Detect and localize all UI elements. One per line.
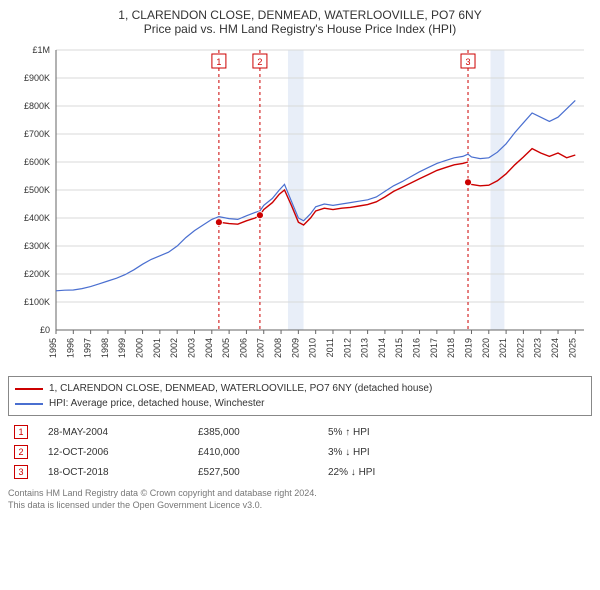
svg-text:£700K: £700K: [24, 129, 50, 139]
svg-text:£1M: £1M: [32, 45, 50, 55]
svg-text:£100K: £100K: [24, 297, 50, 307]
svg-text:2: 2: [257, 57, 262, 67]
svg-text:2018: 2018: [446, 338, 456, 358]
svg-text:2024: 2024: [550, 338, 560, 358]
sale-date: 18-OCT-2018: [42, 462, 192, 482]
svg-text:2004: 2004: [204, 338, 214, 358]
footnote-line2: This data is licensed under the Open Gov…: [8, 500, 592, 512]
svg-text:2025: 2025: [567, 338, 577, 358]
svg-text:2001: 2001: [152, 338, 162, 358]
svg-text:1995: 1995: [48, 338, 58, 358]
svg-text:£200K: £200K: [24, 269, 50, 279]
sale-date: 28-MAY-2004: [42, 422, 192, 442]
svg-text:2014: 2014: [377, 338, 387, 358]
sale-price: £385,000: [192, 422, 322, 442]
svg-text:2002: 2002: [169, 338, 179, 358]
table-row: 2 12-OCT-2006£410,0003% ↓ HPI: [8, 442, 592, 462]
svg-text:£300K: £300K: [24, 241, 50, 251]
svg-text:2005: 2005: [221, 338, 231, 358]
legend-swatch: [15, 403, 43, 405]
sale-diff: 5% ↑ HPI: [322, 422, 592, 442]
footnote-line1: Contains HM Land Registry data © Crown c…: [8, 488, 592, 500]
sale-marker-badge: 2: [14, 445, 28, 459]
svg-text:£800K: £800K: [24, 101, 50, 111]
legend: 1, CLARENDON CLOSE, DENMEAD, WATERLOOVIL…: [8, 376, 592, 416]
svg-text:2019: 2019: [463, 338, 473, 358]
svg-text:3: 3: [466, 57, 471, 67]
svg-text:£600K: £600K: [24, 157, 50, 167]
svg-text:£400K: £400K: [24, 213, 50, 223]
svg-text:2000: 2000: [135, 338, 145, 358]
table-row: 3 18-OCT-2018£527,50022% ↓ HPI: [8, 462, 592, 482]
footnote: Contains HM Land Registry data © Crown c…: [8, 488, 592, 511]
svg-text:1: 1: [216, 57, 221, 67]
sale-price: £527,500: [192, 462, 322, 482]
svg-text:2011: 2011: [325, 338, 335, 357]
svg-text:2012: 2012: [342, 338, 352, 358]
svg-text:2016: 2016: [412, 338, 422, 358]
sale-marker-badge: 1: [14, 425, 28, 439]
svg-text:£0: £0: [40, 325, 50, 335]
table-row: 1 28-MAY-2004£385,0005% ↑ HPI: [8, 422, 592, 442]
svg-text:1996: 1996: [65, 338, 75, 358]
svg-text:2015: 2015: [394, 338, 404, 358]
sale-price: £410,000: [192, 442, 322, 462]
svg-text:2008: 2008: [273, 338, 283, 358]
legend-row: HPI: Average price, detached house, Winc…: [15, 396, 585, 411]
chart-titles: 1, CLARENDON CLOSE, DENMEAD, WATERLOOVIL…: [8, 8, 592, 36]
sale-diff: 3% ↓ HPI: [322, 442, 592, 462]
svg-text:2021: 2021: [498, 338, 508, 358]
svg-text:1999: 1999: [117, 338, 127, 358]
svg-text:2006: 2006: [238, 338, 248, 358]
svg-text:1998: 1998: [100, 338, 110, 358]
svg-text:2003: 2003: [186, 338, 196, 358]
price-chart: £0 £100K £200K £300K £400K £500K £600K £700K £80…: [8, 40, 592, 370]
sales-table: 1 28-MAY-2004£385,0005% ↑ HPI 2 12-OCT-2006…: [8, 422, 592, 482]
chart-container: £0 £100K £200K £300K £400K £500K £600K £700K £80…: [8, 40, 592, 370]
chart-title-sub: Price paid vs. HM Land Registry's House …: [8, 22, 592, 36]
sale-marker-badge: 3: [14, 465, 28, 479]
svg-text:2013: 2013: [360, 338, 370, 358]
svg-text:£500K: £500K: [24, 185, 50, 195]
legend-swatch: [15, 388, 43, 390]
svg-text:2010: 2010: [308, 338, 318, 358]
svg-text:£900K: £900K: [24, 73, 50, 83]
chart-title-main: 1, CLARENDON CLOSE, DENMEAD, WATERLOOVIL…: [8, 8, 592, 22]
sale-date: 12-OCT-2006: [42, 442, 192, 462]
svg-text:2009: 2009: [290, 338, 300, 358]
svg-text:2020: 2020: [481, 338, 491, 358]
svg-text:2007: 2007: [256, 338, 266, 358]
legend-label: 1, CLARENDON CLOSE, DENMEAD, WATERLOOVIL…: [49, 381, 432, 396]
sale-diff: 22% ↓ HPI: [322, 462, 592, 482]
svg-text:2022: 2022: [515, 338, 525, 358]
svg-text:2017: 2017: [429, 338, 439, 358]
svg-text:2023: 2023: [533, 338, 543, 358]
legend-row: 1, CLARENDON CLOSE, DENMEAD, WATERLOOVIL…: [15, 381, 585, 396]
legend-label: HPI: Average price, detached house, Winc…: [49, 396, 265, 411]
svg-text:1997: 1997: [83, 338, 93, 358]
